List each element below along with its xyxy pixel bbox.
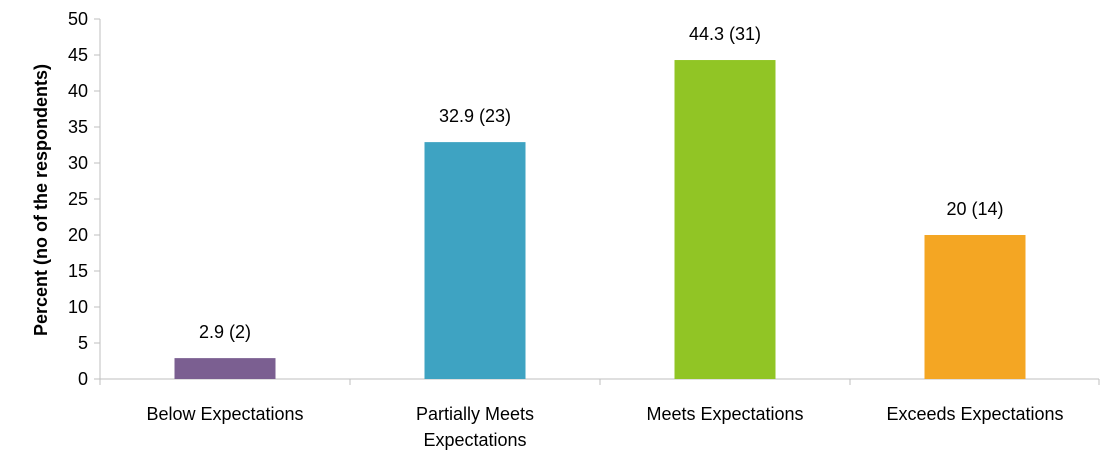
y-axis-ticks: 0 5 10 15 20 25 30 35 40 45 50 [68,9,100,389]
bars [174,60,1026,379]
y-tick-label: 40 [68,81,88,101]
data-label: 20 (14) [946,199,1003,219]
y-tick-label: 15 [68,261,88,281]
x-axis-ticks [99,379,1100,385]
y-tick-label: 30 [68,153,88,173]
y-axis-title: Percent (no of the respondents) [31,64,51,336]
category-label: Meets Expectations [646,404,803,424]
data-labels: 2.9 (2) 32.9 (23) 44.3 (31) 20 (14) [199,24,1004,342]
bar [674,60,776,379]
bar [924,235,1026,379]
y-tick-label: 50 [68,9,88,29]
data-label: 2.9 (2) [199,322,251,342]
category-label: Below Expectations [146,404,303,424]
data-label: 32.9 (23) [439,106,511,126]
category-labels: Below Expectations Partially Meets Expecta… [146,404,1063,450]
y-tick-label: 5 [78,333,88,353]
bar [424,142,526,379]
category-label: Exceeds Expectations [886,404,1063,424]
y-tick-label: 35 [68,117,88,137]
y-tick-label: 20 [68,225,88,245]
y-tick-label: 25 [68,189,88,209]
y-tick-label: 45 [68,45,88,65]
y-tick-label: 10 [68,297,88,317]
category-label: Partially Meets Expectations [416,404,534,450]
y-axis-title-group: Percent (no of the respondents) [31,64,51,336]
bar [174,358,276,379]
y-tick-label: 0 [78,369,88,389]
data-label: 44.3 (31) [689,24,761,44]
